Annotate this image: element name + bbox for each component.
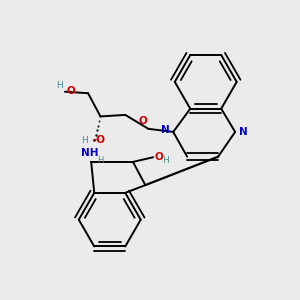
Text: O: O (66, 86, 75, 96)
Text: NH: NH (81, 148, 98, 158)
Text: H: H (162, 156, 169, 165)
Text: H: H (98, 157, 104, 166)
Text: O: O (154, 152, 164, 162)
Text: -O: -O (93, 135, 106, 145)
Text: H: H (57, 81, 63, 90)
Text: N: N (239, 127, 248, 137)
Text: N: N (161, 125, 170, 135)
Text: H: H (81, 136, 88, 145)
Text: O: O (139, 116, 148, 126)
